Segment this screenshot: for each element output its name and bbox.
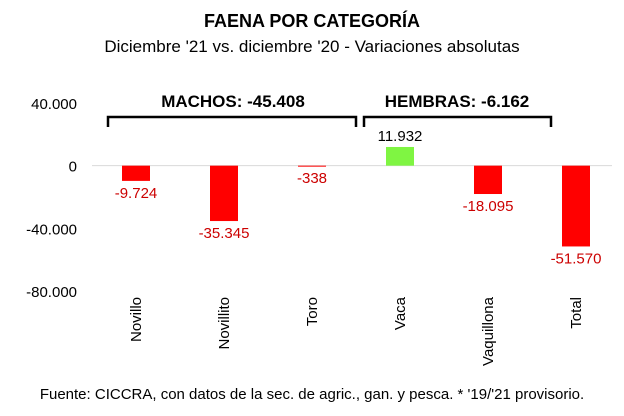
data-label: -35.345 — [199, 225, 250, 242]
category-label: Novillo — [128, 297, 145, 342]
data-label: -51.570 — [551, 250, 602, 267]
bracket-machos — [106, 115, 358, 127]
data-label: -9.724 — [115, 185, 158, 202]
bar-toro — [298, 165, 326, 167]
y-tick-label: 40.000 — [31, 96, 77, 113]
group-label-machos: MACHOS: -45.408 — [161, 92, 305, 111]
chart-title: FAENA POR CATEGORÍA — [203, 11, 420, 31]
bracket-hembras — [362, 115, 553, 127]
y-tick-label: -80.000 — [26, 284, 77, 301]
y-tick-label: 0 — [69, 159, 77, 176]
data-label: 11.932 — [378, 128, 423, 145]
source-note: Fuente: CICCRA, con datos de la sec. de … — [39, 386, 585, 403]
bar-vaca — [386, 146, 414, 166]
category-label: Total — [568, 297, 585, 329]
category-label: Novillito — [216, 297, 233, 350]
category-label: Vaca — [392, 296, 409, 330]
y-tick-label: -40.000 — [26, 221, 77, 238]
data-label: -338 — [297, 170, 327, 187]
bar-total — [562, 165, 590, 247]
group-label-hembras: HEMBRAS: -6.162 — [384, 92, 530, 111]
bar-novillito — [210, 165, 238, 222]
data-label: -18.095 — [463, 198, 514, 215]
bar-vaquillona — [474, 165, 502, 195]
category-label: Toro — [304, 297, 321, 326]
bar-novillo — [122, 165, 150, 181]
category-label: Vaquillona — [480, 296, 497, 366]
chart-subtitle: Diciembre '21 vs. diciembre '20 - Variac… — [104, 37, 520, 56]
